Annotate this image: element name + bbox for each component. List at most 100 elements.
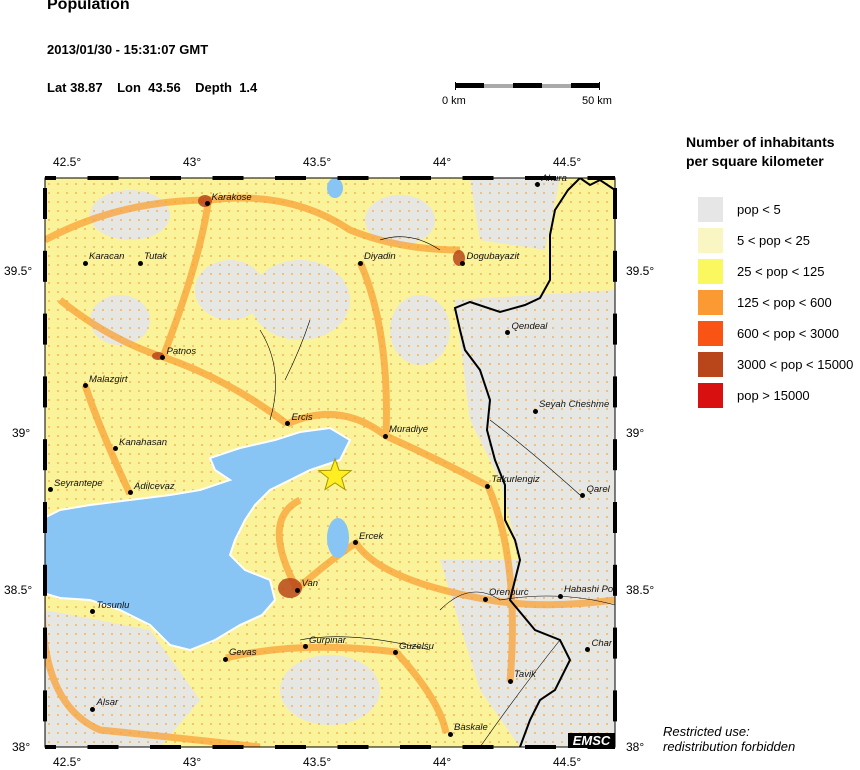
lon-tick-top: 43° <box>183 155 202 169</box>
city-label: Adilcevaz <box>134 480 175 492</box>
frame-tick <box>525 176 556 180</box>
legend-swatch <box>698 196 723 222</box>
legend-item: 125 < pop < 600 <box>698 289 832 315</box>
lon-tick-bottom: 44° <box>433 755 452 769</box>
longitude: Lon 43.56 <box>117 80 181 95</box>
depth: Depth 1.4 <box>195 80 258 95</box>
city-dot <box>352 540 358 546</box>
legend-title-line: Number of inhabitants <box>686 134 835 150</box>
legend-item: 600 < pop < 3000 <box>698 320 839 346</box>
frame-tick <box>400 176 431 180</box>
city-dot <box>82 383 88 389</box>
city-label: Takurlengiz <box>491 474 540 486</box>
city-label: Patnos <box>166 345 197 357</box>
frame-tick <box>212 745 244 749</box>
city-dot <box>90 609 95 615</box>
city-label: Char <box>591 637 613 649</box>
frame-tick <box>150 745 181 749</box>
frame-tick <box>45 176 56 180</box>
frame-tick <box>43 690 47 722</box>
frame-tick <box>400 745 431 749</box>
epicenter-star-icon[interactable] <box>317 457 353 491</box>
restricted-line: Restricted use: <box>663 724 750 739</box>
legend-label: 125 < pop < 600 <box>737 294 832 310</box>
legend-swatch <box>698 351 723 377</box>
legend-swatch <box>698 258 723 284</box>
lat-tick-right: 39.5° <box>626 264 655 278</box>
city-dot <box>127 490 133 496</box>
city-dot <box>205 201 210 207</box>
lat-tick-right: 38° <box>626 740 645 754</box>
lon-tick-bottom: 43° <box>183 755 202 769</box>
frame-tick <box>87 176 119 180</box>
legend-item: 3000 < pop < 15000 <box>698 351 854 377</box>
city-label: Ercek <box>359 530 384 542</box>
city-label: Van <box>301 578 319 589</box>
city-dot <box>90 706 95 712</box>
road-corridors <box>45 194 615 747</box>
scale-start-label: 0 km <box>442 95 466 107</box>
frame-tick <box>337 176 369 180</box>
legend-label: 3000 < pop < 15000 <box>737 356 854 372</box>
scale-end-label: 50 km <box>582 95 612 107</box>
city-label: Diyadin <box>364 251 396 263</box>
city-dot <box>222 656 228 662</box>
frame-tick <box>613 250 617 282</box>
frame-tick <box>462 176 494 180</box>
legend-title-line: per square kilometer <box>686 153 824 169</box>
legend-item: 25 < pop < 125 <box>698 258 824 284</box>
city-dot <box>302 644 308 650</box>
frame-tick <box>150 176 181 180</box>
city-label: Ahura <box>541 172 567 184</box>
city-dot <box>557 593 563 599</box>
city-label: Tosunlu <box>96 599 130 611</box>
boundaries <box>259 178 615 747</box>
frame-tick <box>613 439 617 471</box>
city-dot <box>585 647 590 653</box>
event-datetime: 2013/01/30 - 15:31:07 GMT <box>47 42 209 57</box>
city-dot <box>382 433 388 439</box>
legend-item: pop < 5 <box>698 196 781 222</box>
frame-tick <box>275 745 306 749</box>
city-label: Seyah Cheshme <box>539 399 610 411</box>
city-dot <box>535 182 540 188</box>
city-label: Baskale <box>454 722 488 734</box>
frame-tick <box>613 627 617 659</box>
frame-tick <box>43 250 47 282</box>
lat-tick-right: 39° <box>626 426 645 440</box>
restricted-line: redistribution forbidden <box>663 739 796 754</box>
lon-tick-bottom: 44.5° <box>553 755 582 769</box>
frame-tick <box>43 627 47 659</box>
frame-tick <box>212 176 244 180</box>
frame-tick <box>462 745 494 749</box>
city-label: Dogubayazit <box>466 251 520 263</box>
scale-bar <box>455 82 600 90</box>
legend-swatch <box>698 289 723 315</box>
city-dot <box>447 731 453 737</box>
frame-tick <box>613 502 617 533</box>
city-label: Gurpinar <box>309 634 346 646</box>
city-dot <box>507 678 513 684</box>
city-dot <box>580 493 585 499</box>
frame-tick <box>587 176 615 180</box>
frame-tick <box>43 376 47 408</box>
lat-tick-left: 38° <box>12 740 31 754</box>
lon-tick-bottom: 43.5° <box>303 755 332 769</box>
city-label: Guzelsu <box>399 640 434 652</box>
city-dot <box>532 408 538 414</box>
lake-north <box>327 178 343 198</box>
legend-title: Number of inhabitants per square kilomet… <box>686 133 835 171</box>
city-dot <box>505 330 510 336</box>
restricted-use-notice: Restricted use: redistribution forbidden <box>663 724 795 754</box>
city-dot <box>357 260 363 266</box>
frame-tick <box>87 745 119 749</box>
lat-tick-left: 39° <box>12 426 31 440</box>
frame-tick <box>613 313 617 345</box>
lake-van <box>45 426 352 652</box>
frame-tick <box>43 502 47 533</box>
frame-tick <box>43 313 47 345</box>
city-label: Seyrantepe <box>54 477 103 489</box>
frame-tick <box>613 690 617 722</box>
city-dot <box>392 650 398 656</box>
